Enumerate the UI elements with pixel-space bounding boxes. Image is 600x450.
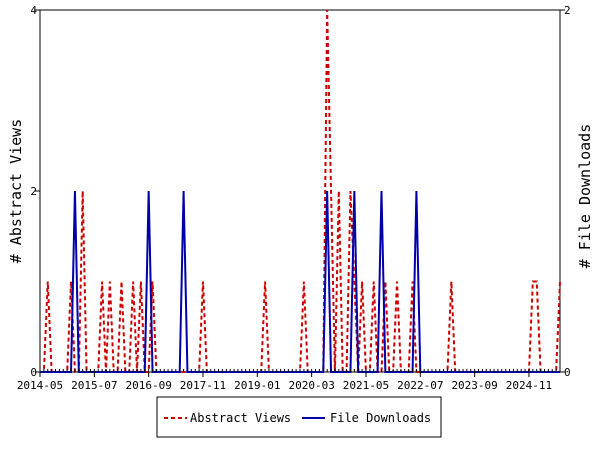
plot-frame bbox=[39, 9, 561, 373]
x-tick-label: 2020-03 bbox=[288, 379, 334, 392]
left-axis-title: # Abstract Views bbox=[7, 119, 25, 264]
x-tick-label: 2022-07 bbox=[397, 379, 443, 392]
x-tick-label: 2021-05 bbox=[343, 379, 389, 392]
x-axis-ticks: 2014-05 2015-07 2016-09 2017-11 2019-01 2020-… bbox=[17, 369, 561, 392]
x-tick-label: 2015-07 bbox=[71, 379, 117, 392]
x-tick-label: 2016-09 bbox=[125, 379, 171, 392]
right-tick-label: 0 bbox=[564, 366, 571, 379]
right-tick-label: 2 bbox=[564, 4, 571, 17]
x-tick-label: 2024-11 bbox=[506, 379, 552, 392]
legend-box bbox=[156, 396, 442, 438]
right-axis-ticks: 02 bbox=[560, 4, 571, 379]
legend-label-abstract-views: Abstract Views bbox=[190, 411, 291, 425]
left-axis-ticks: 0 2 4 bbox=[30, 4, 40, 379]
left-tick-label: 2 bbox=[30, 185, 37, 198]
x-tick-label: 2019-01 bbox=[234, 379, 280, 392]
right-axis-title: # File Downloads bbox=[576, 124, 594, 269]
x-tick-label: 2017-11 bbox=[180, 379, 226, 392]
x-tick-label: 2014-05 bbox=[17, 379, 63, 392]
plot-area bbox=[39, 9, 561, 373]
left-tick-label: 0 bbox=[30, 366, 37, 379]
legend-label-file-downloads: File Downloads bbox=[330, 411, 431, 425]
x-tick-label: 2023-09 bbox=[451, 379, 497, 392]
legend: Abstract Views File Downloads bbox=[156, 396, 442, 438]
left-tick-label: 4 bbox=[30, 4, 37, 17]
